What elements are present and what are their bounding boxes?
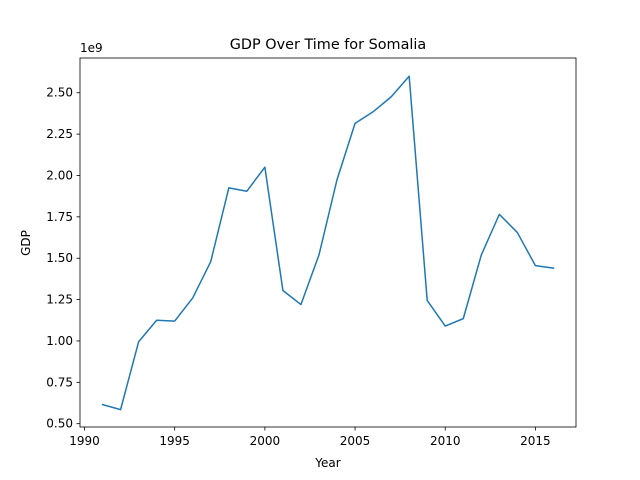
chart-title: GDP Over Time for Somalia [230, 37, 426, 53]
y-tick-label: 0.50 [46, 417, 73, 431]
x-tick-label: 2015 [520, 434, 551, 448]
y-tick-label: 2.50 [46, 86, 73, 100]
x-tick-label: 2010 [430, 434, 461, 448]
x-tick-label: 1990 [69, 434, 100, 448]
axes-layer: 1990 1995 2000 2005 2010 2015 0.50 0.75 1.00 1.25… [46, 86, 550, 448]
y-tick-label: 2.00 [46, 168, 73, 182]
y-tick-label: 1.50 [46, 251, 73, 265]
y-tick-label: 1.00 [46, 334, 73, 348]
y-tick-label: 1.25 [46, 293, 73, 307]
y-tick-label: 0.75 [46, 375, 73, 389]
y-tick-label: 2.25 [46, 127, 73, 141]
plot-layer [101, 75, 555, 411]
x-tick-label: 2000 [250, 434, 281, 448]
x-tick-label: 1995 [159, 434, 190, 448]
y-tick-label: 1.75 [46, 210, 73, 224]
gdp-series-line [101, 75, 555, 411]
x-axis-label: Year [314, 456, 340, 470]
plot-frame [79, 57, 577, 428]
x-tick-label: 2005 [340, 434, 371, 448]
y-axis-offset-label: 1e9 [80, 41, 103, 55]
y-axis-label: GDP [19, 230, 33, 256]
